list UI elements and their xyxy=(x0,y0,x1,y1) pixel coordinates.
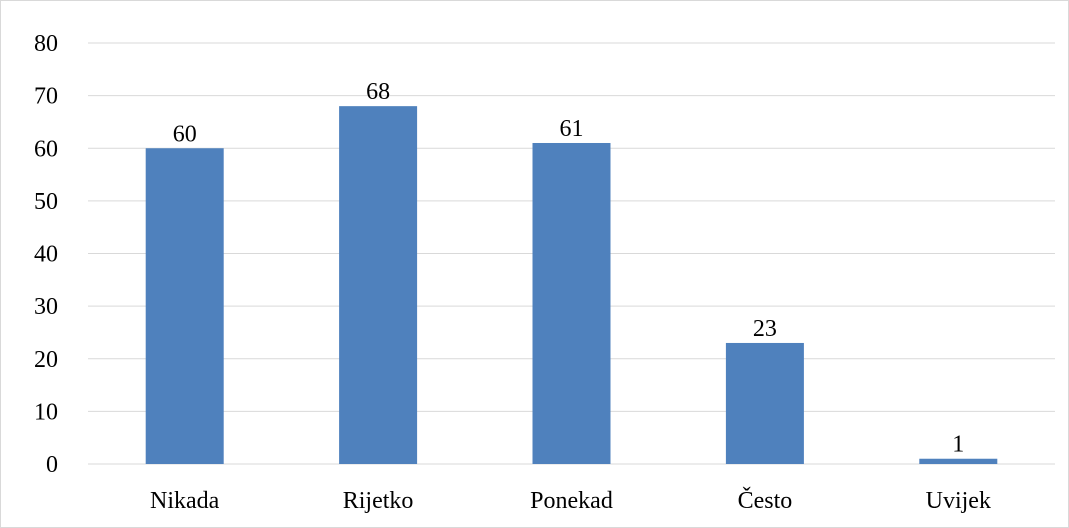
bar-cesto xyxy=(725,342,804,464)
x-category-label: Često xyxy=(738,487,793,514)
y-tick-label: 0 xyxy=(46,452,58,478)
data-labels: 60 68 61 23 1 xyxy=(173,79,965,458)
x-axis-category-labels: Nikada Rijetko Ponekad Često Uvijek xyxy=(150,487,991,514)
bar-ponekad xyxy=(532,142,611,465)
data-label: 60 xyxy=(173,121,197,147)
y-tick-label: 30 xyxy=(34,294,58,320)
y-tick-label: 50 xyxy=(34,189,58,215)
data-label: 23 xyxy=(753,316,777,342)
x-category-label: Nikada xyxy=(150,488,220,514)
y-tick-label: 70 xyxy=(34,84,58,110)
bars xyxy=(145,106,998,465)
data-label: 1 xyxy=(952,432,964,458)
y-tick-label: 20 xyxy=(34,347,58,373)
y-tick-label: 80 xyxy=(34,31,58,57)
x-category-label: Ponekad xyxy=(530,488,613,514)
bar-rijetko xyxy=(339,106,418,465)
x-category-label: Rijetko xyxy=(343,488,414,514)
y-tick-label: 40 xyxy=(34,242,58,268)
data-label: 68 xyxy=(366,79,390,105)
y-tick-label: 60 xyxy=(34,136,58,162)
x-category-label: Uvijek xyxy=(926,488,991,514)
data-label: 61 xyxy=(560,116,584,142)
bar-uvijek xyxy=(919,458,998,464)
y-axis-tick-labels: 0 10 20 30 40 50 60 70 80 xyxy=(34,31,58,478)
bar-nikada xyxy=(145,148,224,464)
y-tick-label: 10 xyxy=(34,399,58,425)
